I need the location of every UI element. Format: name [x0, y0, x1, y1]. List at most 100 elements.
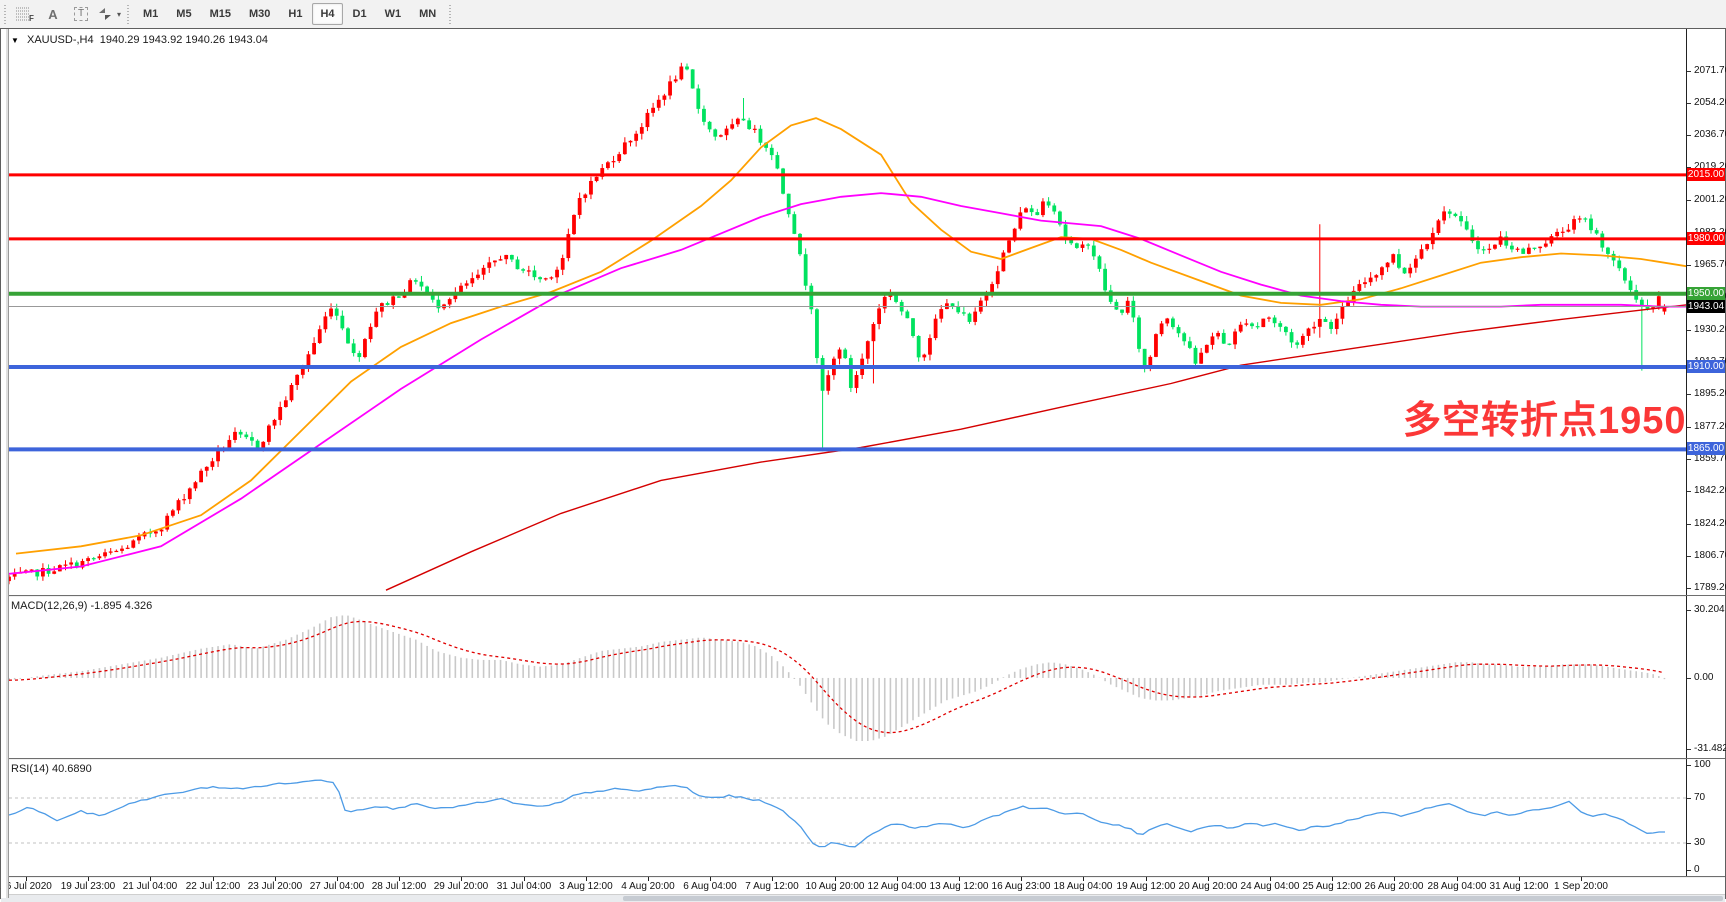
price-tick	[1687, 491, 1691, 492]
price-tick-label: 1877.20	[1694, 421, 1726, 432]
time-axis-label: 23 Jul 20:00	[247, 881, 303, 892]
macd-axis[interactable]: 30.204 0.00 -31.482	[1687, 596, 1726, 759]
fibonacci-icon: F	[16, 7, 34, 22]
time-axis-label: 19 Jul 23:00	[60, 881, 116, 892]
price-tick	[1687, 556, 1691, 557]
rsi-tick-label: 30	[1694, 837, 1706, 848]
arrows-tool-button[interactable]: ▾	[96, 2, 122, 26]
rsi-label: RSI(14) 40.6890	[11, 763, 92, 775]
time-axis-label: 19 Aug 12:00	[1116, 881, 1176, 892]
label-tool-icon: T	[73, 7, 89, 21]
price-tick-label: 1965.70	[1694, 259, 1726, 270]
time-tick	[26, 877, 27, 881]
toolbar-grip[interactable]	[3, 4, 8, 24]
time-axis-label: 21 Jul 04:00	[122, 881, 178, 892]
time-tick	[1457, 877, 1458, 881]
time-axis-label: 26 Aug 20:00	[1364, 881, 1424, 892]
rsi-chart-canvas[interactable]	[1, 759, 1687, 877]
time-tick	[1208, 877, 1209, 881]
chart-annotation-text: 多空转折点1950	[1403, 400, 1687, 442]
rsi-tick	[1687, 798, 1691, 799]
svg-text:F: F	[29, 14, 34, 22]
macd-tick-label: -31.482	[1694, 743, 1726, 754]
label-tool-button[interactable]: T	[68, 2, 94, 26]
tf-MN-button[interactable]: MN	[419, 8, 437, 20]
toolbar-grip[interactable]	[448, 4, 454, 24]
price-tick-label: 2019.20	[1694, 161, 1726, 172]
drawing-toolbar: F A T ▾	[11, 2, 123, 26]
tf-M1-button[interactable]: M1	[143, 8, 159, 20]
time-tick	[1394, 877, 1395, 881]
tf-M5-button[interactable]: M5	[176, 8, 192, 20]
time-axis-label: 28 Aug 04:00	[1427, 881, 1487, 892]
time-tick	[1519, 877, 1520, 881]
chart-window: ▼ XAUUSD-,H4 1940.29 1943.92 1940.26 194…	[0, 28, 1726, 902]
price-tick-label: 1789.20	[1694, 582, 1726, 593]
rsi-axis[interactable]: 100 70 30 0	[1687, 759, 1725, 877]
price-chart-canvas[interactable]	[1, 29, 1687, 595]
time-tick	[461, 877, 462, 881]
time-tick	[897, 877, 898, 881]
text-tool-button[interactable]: A	[40, 2, 66, 26]
time-tick	[1581, 877, 1582, 881]
price-axis[interactable]: 2071.702054.202036.702019.202001.201983.…	[1687, 29, 1726, 595]
price-tick-label: 1895.20	[1694, 388, 1726, 399]
arrows-icon	[99, 8, 111, 20]
time-axis-label: 27 Jul 04:00	[309, 881, 365, 892]
tf-H1-button[interactable]: H1	[288, 8, 303, 20]
time-tick	[1083, 877, 1084, 881]
tf-M15-button[interactable]: M15	[209, 8, 231, 20]
text-tool-icon: A	[48, 6, 58, 22]
price-tick	[1687, 103, 1691, 104]
time-tick	[1332, 877, 1333, 881]
fibonacci-tool-button[interactable]: F	[12, 2, 38, 26]
price-panel: ▼ XAUUSD-,H4 1940.29 1943.92 1940.26 194…	[1, 29, 1726, 595]
time-tick	[399, 877, 400, 881]
price-tick	[1687, 330, 1691, 331]
rsi-tick	[1687, 870, 1691, 871]
time-axis-label: 7 Aug 12:00	[745, 881, 799, 892]
window-left-edge[interactable]	[1, 29, 9, 898]
toolbar-grip[interactable]	[126, 4, 132, 24]
time-tick	[586, 877, 587, 881]
time-axis-label: 3 Aug 12:00	[559, 881, 613, 892]
time-tick	[772, 877, 773, 881]
current-price-badge: 1943.04	[1687, 300, 1725, 313]
macd-panel: MACD(12,26,9) -1.895 4.326 30.204 0.00 -31…	[1, 595, 1726, 759]
price-tick-label: 1859.70	[1694, 453, 1726, 464]
time-tick	[1021, 877, 1022, 881]
time-axis-label: 16 Jul 2020	[0, 881, 52, 892]
price-level-badge: 1910.00	[1687, 360, 1725, 373]
time-tick	[710, 877, 711, 881]
price-tick	[1687, 427, 1691, 428]
chevron-down-icon[interactable]: ▾	[117, 9, 122, 19]
macd-chart-canvas[interactable]	[1, 596, 1687, 759]
price-level-badge: 2015.00	[1687, 168, 1725, 181]
time-tick	[150, 877, 151, 881]
price-tick-label: 1930.20	[1694, 324, 1726, 335]
horizontal-scrollbar[interactable]	[1, 894, 1725, 902]
tf-M30-button[interactable]: M30	[248, 8, 271, 20]
time-axis-label: 1 Sep 20:00	[1554, 881, 1608, 892]
price-tick	[1687, 588, 1691, 589]
time-axis-label: 24 Aug 04:00	[1240, 881, 1300, 892]
price-tick	[1687, 135, 1691, 136]
time-tick	[275, 877, 276, 881]
chart-symbol: XAUUSD-,H4	[26, 34, 94, 46]
macd-tick	[1687, 610, 1691, 611]
time-axis[interactable]: 16 Jul 2020 19 Jul 23:00 21 Jul 04:00 22 Ju…	[0, 876, 1725, 895]
rsi-tick-label: 100	[1694, 759, 1711, 770]
time-tick	[648, 877, 649, 881]
tf-W1-button[interactable]: W1	[384, 8, 402, 20]
price-tick-label: 2071.70	[1694, 65, 1726, 76]
rsi-tick-label: 0	[1694, 864, 1700, 875]
chart-collapse-icon[interactable]: ▼	[11, 36, 19, 45]
time-tick	[337, 877, 338, 881]
rsi-tick-label: 70	[1694, 792, 1706, 803]
tf-D1-button[interactable]: D1	[352, 8, 367, 20]
time-axis-label: 31 Aug 12:00	[1489, 881, 1549, 892]
price-level-badge: 1865.00	[1687, 442, 1725, 455]
time-tick	[213, 877, 214, 881]
time-axis-label: 22 Jul 12:00	[185, 881, 241, 892]
tf-H4-button[interactable]: H4	[312, 3, 343, 25]
